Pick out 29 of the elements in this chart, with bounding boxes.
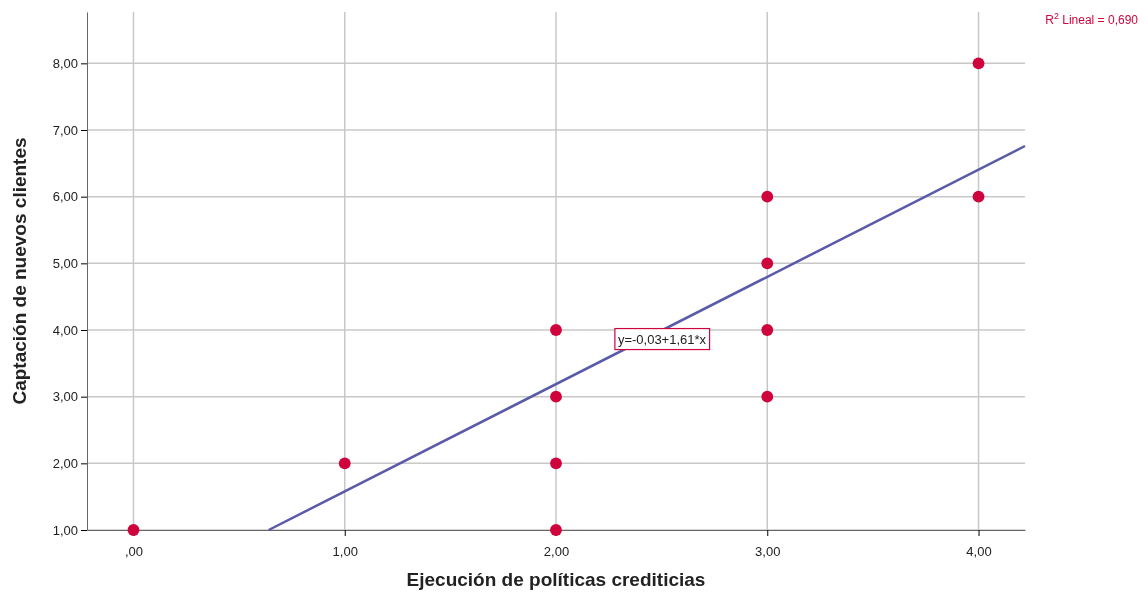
- x-tick-label: 1,00: [332, 543, 358, 559]
- y-tick-label: 3,00: [52, 389, 78, 405]
- point: [550, 390, 562, 403]
- point: [761, 390, 774, 403]
- point: [550, 324, 562, 336]
- point: [550, 524, 562, 536]
- point: [761, 257, 774, 270]
- y-tick-label: 5,00: [52, 255, 78, 271]
- y-tick-label: 8,00: [52, 55, 78, 71]
- point: [761, 324, 774, 336]
- x-tick-label: ,00: [124, 543, 144, 559]
- point: [550, 457, 562, 470]
- y-tick-label: 2,00: [52, 455, 78, 471]
- x-tick-label: 3,00: [755, 543, 781, 559]
- point: [972, 57, 985, 70]
- x-tick-label: 4,00: [966, 543, 992, 559]
- x-axis-title: Ejecución de políticas crediticias: [406, 569, 706, 590]
- y-tick-label: 6,00: [52, 189, 78, 205]
- y-tick-label: 1,00: [52, 522, 78, 538]
- point: [127, 524, 140, 536]
- text: R$^{2}$ Lineal = 0,690: [1045, 11, 1139, 27]
- point: [972, 190, 985, 203]
- x-tick-label: 2,00: [543, 543, 570, 559]
- point: [761, 190, 774, 203]
- y-axis-title: Captación de nuevos clientes: [9, 137, 30, 405]
- point: [338, 457, 351, 470]
- y-tick-label: 4,00: [52, 322, 78, 338]
- y-tick-label: 7,00: [52, 122, 78, 138]
- annotation: y=-0,03+1,61*x: [617, 331, 707, 347]
